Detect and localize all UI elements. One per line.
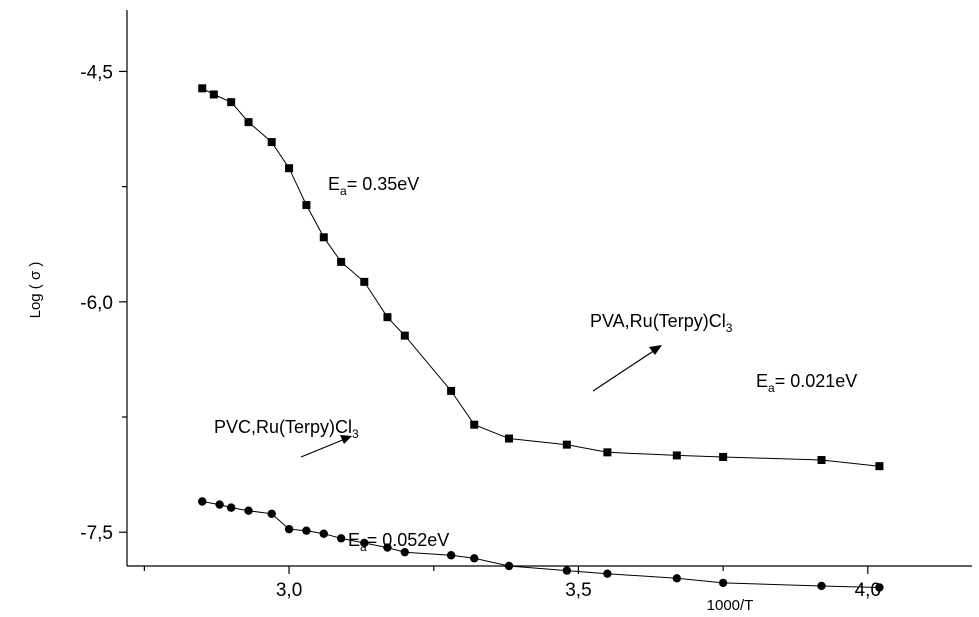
data-point [209, 90, 218, 99]
pva-arrow-line [592, 349, 656, 392]
data-point [360, 538, 369, 548]
data-point [470, 554, 479, 563]
data-point [284, 524, 294, 534]
ticks [119, 70, 869, 574]
annotation-ea-0052: Ea= 0.052eV [348, 530, 449, 554]
data-point [244, 118, 253, 127]
data-point [817, 456, 826, 465]
data-point [302, 201, 311, 210]
data-point [226, 503, 236, 512]
annotation-ea-0021: Ea= 0.021eV [756, 371, 857, 395]
data-point [718, 578, 728, 588]
series-layer [198, 84, 884, 592]
annotation-arrows [300, 345, 662, 458]
data-point [672, 574, 682, 583]
data-point [719, 452, 728, 461]
series-circle [198, 497, 884, 592]
data-point [215, 500, 224, 509]
data-point [302, 526, 311, 535]
pva-arrowhead [649, 345, 662, 355]
annotation-ea-035: Ea= 0.35eV [328, 174, 419, 198]
data-point [817, 581, 826, 591]
data-point [400, 547, 410, 557]
data-point [603, 569, 612, 578]
tick-labels: 3,0 3,5 4,0 -4,5 -6,0 -7,5 [80, 62, 881, 601]
data-point [319, 529, 328, 538]
data-point [504, 434, 513, 443]
annotation-pva: PVA,Ru(Terpy)Cl3 [590, 311, 733, 335]
y-tick-label: -6,0 [80, 293, 113, 314]
y-tick-label: -4,5 [80, 62, 113, 83]
data-point [198, 497, 207, 506]
data-point [227, 98, 236, 107]
data-point [603, 448, 612, 457]
y-axis-label: Log ( σ ) [27, 262, 44, 319]
series-line [201, 87, 880, 467]
data-point [470, 420, 479, 429]
data-point [337, 257, 346, 266]
x-tick-label: 4,0 [855, 580, 881, 601]
data-point [446, 551, 456, 560]
data-point [244, 506, 253, 515]
axes [126, 10, 972, 567]
data-point [319, 233, 328, 242]
data-point [198, 84, 207, 93]
data-point [383, 543, 392, 552]
data-point [267, 509, 276, 518]
data-point [504, 561, 514, 571]
data-point [875, 583, 884, 592]
data-point [360, 277, 369, 286]
data-point [672, 451, 681, 460]
data-point [562, 440, 571, 449]
annotations: Ea= 0.35eV Ea= 0.021eV Ea= 0.052eV PVA,R… [214, 174, 857, 554]
x-tick-label: 3,0 [276, 580, 302, 601]
x-tick-label: 3,5 [565, 580, 591, 601]
pvc-arrowhead [340, 435, 352, 444]
y-tick-label: -7,5 [80, 523, 113, 544]
annotation-pvc: PVC,Ru(Terpy)Cl3 [214, 417, 359, 441]
data-point [267, 138, 276, 147]
data-point [285, 164, 294, 173]
data-point [562, 566, 572, 575]
pvc-arrow-line [300, 438, 346, 458]
data-point [383, 313, 392, 322]
data-point [447, 386, 456, 395]
series-square [198, 84, 884, 471]
series-line [202, 501, 880, 588]
data-point [875, 462, 884, 471]
data-point [400, 331, 409, 340]
x-axis-label: 1000/T [707, 597, 754, 614]
data-point [336, 534, 346, 543]
